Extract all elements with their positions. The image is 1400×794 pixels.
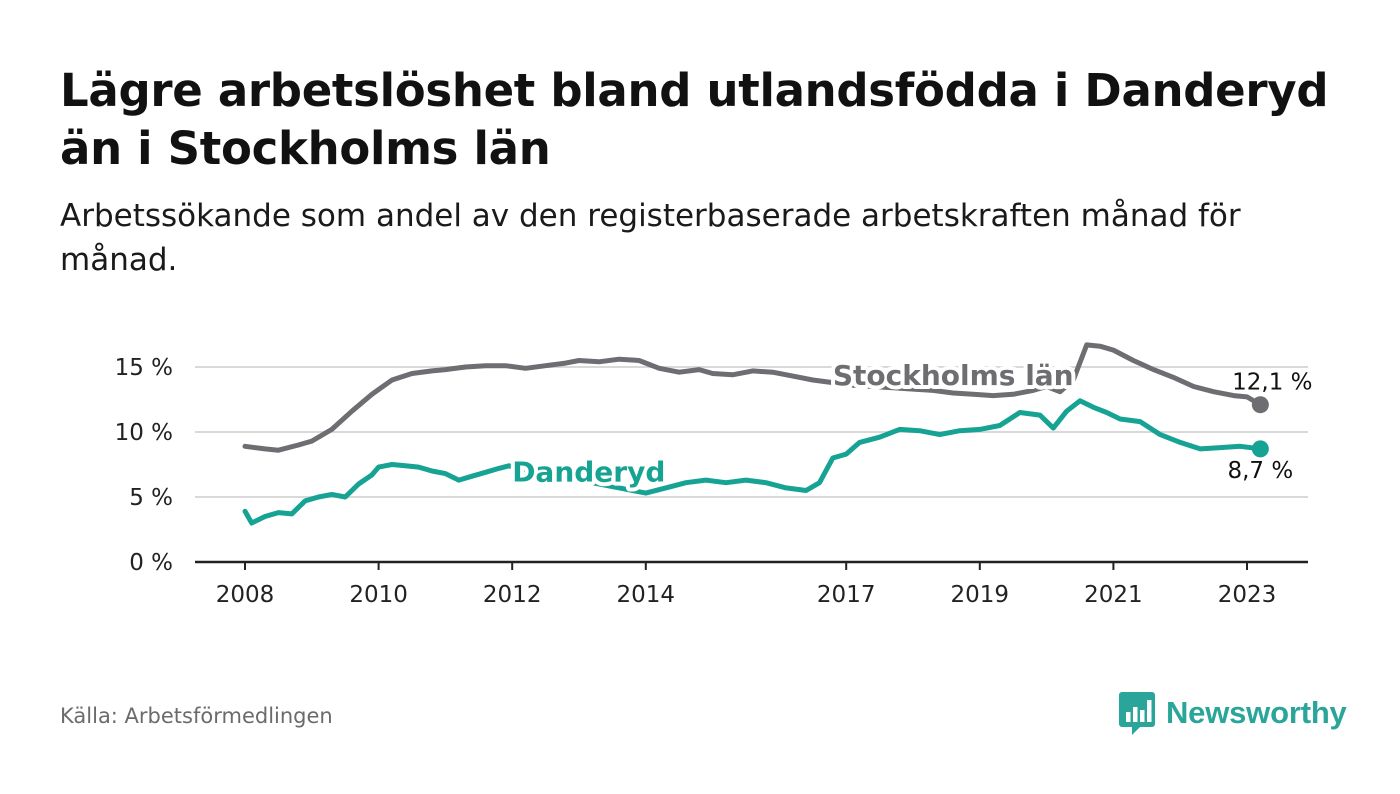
x-tick-label: 2010 (349, 582, 408, 608)
series-labels: Stockholms län 12,1 % Danderyd 8,7 % (508, 355, 1315, 492)
grid-lines (195, 366, 1308, 564)
x-tick-label: 2019 (951, 582, 1010, 608)
y-tick-label: 0 % (129, 550, 173, 576)
series-name-label: Stockholms län (833, 359, 1074, 392)
series-lines (242, 342, 1269, 526)
x-tick-label: 2021 (1084, 582, 1143, 608)
x-tick-label: 2014 (617, 582, 676, 608)
end-point-marker (1251, 396, 1269, 414)
end-point-marker (1251, 440, 1269, 458)
y-tick-label: 15 % (115, 355, 173, 381)
end-value-label: 8,7 % (1227, 458, 1293, 484)
x-tick-label: 2012 (483, 582, 542, 608)
y-axis-ticks: 0 % 5 % 10 % 15 % (115, 355, 173, 576)
brand-name: Newsworthy (1166, 695, 1347, 730)
brand-logo[interactable]: Newsworthy (1118, 690, 1347, 736)
chart-subtitle: Arbetssökande som andel av den registerb… (60, 198, 1241, 278)
y-tick-label: 5 % (129, 485, 173, 511)
x-tick-label: 2017 (817, 582, 876, 608)
x-axis-ticks: 2008 2010 2012 2014 2017 2019 2021 2023 (216, 562, 1277, 608)
end-value-label: 12,1 % (1232, 370, 1312, 396)
series-line-danderyd (242, 398, 1263, 526)
x-tick-label: 2023 (1218, 582, 1277, 608)
series-name-label: Danderyd (512, 455, 665, 488)
series-line-stockholm (242, 342, 1263, 453)
source-note: Källa: Arbetsförmedlingen (60, 704, 333, 728)
x-tick-label: 2008 (216, 582, 275, 608)
newsworthy-chart-icon (1119, 692, 1155, 735)
line-chart: 0 %5 %10 %15 % 2008 2010 2012 2014 2017 2019 2… (115, 342, 1316, 608)
chart-title: Lägre arbetslöshet bland utlandsfödda i … (60, 64, 1329, 175)
y-tick-label: 10 % (115, 420, 173, 446)
